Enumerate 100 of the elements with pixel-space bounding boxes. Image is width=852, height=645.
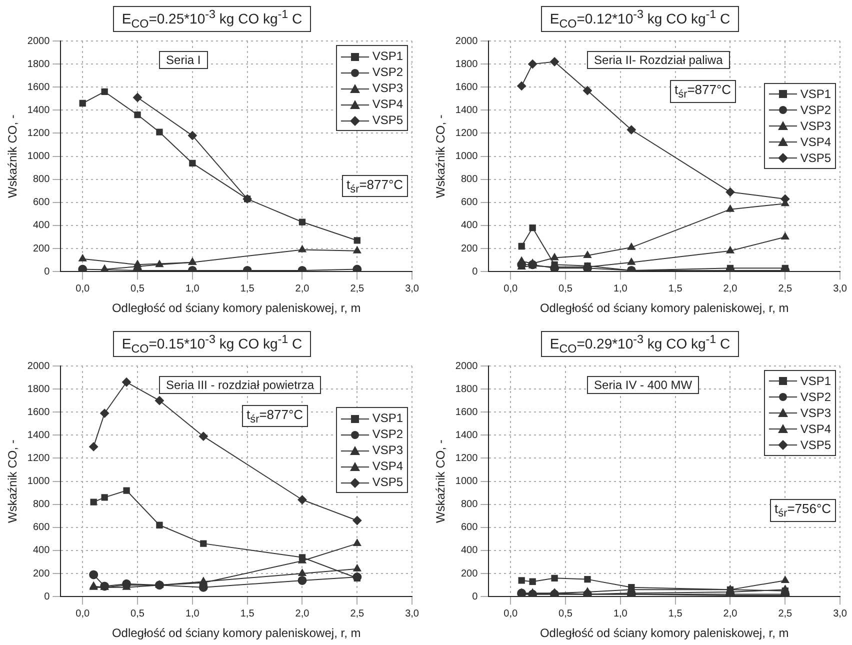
legend-label: VSP5 bbox=[371, 112, 404, 128]
chart-title: E$_{CO}$=0.12*10$^{-3}$ kg CO kg$^{-1}$ C bbox=[540, 6, 740, 32]
x-tick-label: 0,0 bbox=[504, 608, 518, 619]
x-tick-label: 3,0 bbox=[405, 283, 420, 294]
y-tick-label: 800 bbox=[460, 174, 478, 186]
annotation: Seria IV - 400 MW bbox=[587, 376, 700, 394]
x-tick-label: 2,0 bbox=[295, 608, 310, 619]
x-tick-label: 3,0 bbox=[405, 608, 420, 619]
y-tick-label: 1800 bbox=[27, 58, 50, 70]
annotation: Seria II- Rozdział paliwa bbox=[587, 51, 730, 69]
legend-label: VSP1 bbox=[371, 410, 404, 426]
y-tick-label: 1800 bbox=[455, 383, 478, 394]
x-tick-label: 1,5 bbox=[240, 283, 255, 294]
y-tick-label: 0 bbox=[472, 266, 478, 278]
x-tick-label: 0,5 bbox=[130, 283, 145, 294]
x-axis-title: Odległość od ściany komory paleniskowej, r, m bbox=[540, 626, 789, 640]
x-tick-label: 0,5 bbox=[558, 608, 573, 619]
y-tick-label: 2000 bbox=[455, 360, 478, 372]
y-tick-label: 200 bbox=[32, 568, 50, 579]
annotation: t$_{śr}$=877°C bbox=[670, 80, 736, 103]
y-tick-label: 400 bbox=[460, 220, 478, 232]
legend-label: VSP4 bbox=[799, 420, 832, 436]
legend-label: VSP3 bbox=[799, 404, 832, 420]
y-tick-label: 1600 bbox=[27, 406, 50, 418]
legend-label: VSP2 bbox=[371, 426, 404, 442]
y-axis-title: Wskaźnik CO, - bbox=[6, 114, 20, 198]
y-tick-label: 400 bbox=[32, 220, 50, 232]
y-tick-label: 1000 bbox=[27, 151, 50, 162]
y-tick-label: 200 bbox=[32, 243, 50, 254]
x-tick-label: 1,0 bbox=[185, 608, 200, 619]
y-tick-label: 1200 bbox=[27, 128, 50, 139]
y-tick-label: 1400 bbox=[27, 429, 50, 440]
x-tick-label: 3,0 bbox=[833, 608, 848, 619]
x-tick-label: 0,5 bbox=[558, 283, 573, 294]
y-tick-label: 1000 bbox=[455, 476, 478, 487]
x-axis-title: Odległość od ściany komory paleniskowej, r, m bbox=[540, 301, 789, 316]
y-tick-label: 800 bbox=[460, 498, 478, 510]
x-tick-label: 0,0 bbox=[504, 283, 518, 294]
chart-title: E$_{CO}$=0.25*10$^{-3}$ kg CO kg$^{-1}$ C bbox=[112, 6, 312, 32]
y-tick-label: 600 bbox=[32, 522, 50, 533]
y-tick-label: 200 bbox=[460, 568, 478, 579]
y-axis-title: Wskaźnik CO, - bbox=[434, 439, 448, 522]
y-axis-title: Wskaźnik CO, - bbox=[434, 114, 448, 198]
x-tick-label: 2,5 bbox=[350, 608, 365, 619]
legend-label: VSP4 bbox=[371, 96, 404, 112]
y-tick-label: 1800 bbox=[27, 383, 50, 394]
annotation: t$_{śr}$=877°C bbox=[242, 404, 308, 428]
legend-label: VSP2 bbox=[799, 388, 832, 404]
annotation: Seria I bbox=[159, 51, 208, 69]
legend-label: VSP4 bbox=[371, 458, 404, 474]
y-tick-label: 1400 bbox=[455, 104, 478, 116]
y-tick-label: 400 bbox=[460, 544, 478, 556]
x-tick-label: 2,0 bbox=[723, 283, 738, 294]
y-tick-label: 1200 bbox=[455, 128, 478, 139]
y-tick-label: 0 bbox=[44, 266, 50, 278]
y-tick-label: 400 bbox=[32, 544, 50, 556]
legend-label: VSP2 bbox=[371, 64, 404, 80]
y-tick-label: 800 bbox=[32, 174, 50, 186]
legend-label: VSP5 bbox=[371, 474, 404, 490]
legend-label: VSP1 bbox=[371, 48, 404, 64]
x-tick-label: 2,0 bbox=[723, 608, 738, 619]
x-axis-title: Odległość od ściany komory paleniskowej, r, m bbox=[112, 301, 361, 316]
legend-label: VSP1 bbox=[799, 86, 832, 102]
x-tick-label: 1,5 bbox=[240, 608, 255, 619]
y-tick-label: 1400 bbox=[455, 429, 478, 440]
x-tick-label: 2,5 bbox=[778, 283, 793, 294]
y-axis-title: Wskaźnik CO, - bbox=[6, 439, 20, 522]
y-tick-label: 0 bbox=[472, 590, 478, 602]
x-tick-label: 3,0 bbox=[833, 283, 848, 294]
y-tick-label: 1200 bbox=[27, 452, 50, 464]
y-tick-label: 1600 bbox=[455, 82, 478, 93]
y-tick-label: 200 bbox=[460, 243, 478, 254]
y-tick-label: 2000 bbox=[27, 36, 50, 47]
x-tick-label: 2,5 bbox=[778, 608, 793, 619]
x-tick-label: 1,0 bbox=[185, 283, 200, 294]
x-tick-label: 2,0 bbox=[295, 283, 310, 294]
annotation: Seria III - rozdział powietrza bbox=[159, 376, 322, 394]
y-tick-label: 1400 bbox=[27, 104, 50, 116]
x-tick-label: 2,5 bbox=[350, 283, 365, 294]
y-tick-label: 2000 bbox=[27, 360, 50, 372]
x-tick-label: 0,0 bbox=[76, 608, 90, 619]
legend-label: VSP2 bbox=[799, 102, 832, 118]
y-tick-label: 1600 bbox=[455, 406, 478, 418]
legend-label: VSP4 bbox=[799, 134, 832, 150]
y-tick-label: 600 bbox=[32, 197, 50, 208]
x-tick-label: 1,5 bbox=[668, 608, 683, 619]
y-tick-label: 1800 bbox=[455, 58, 478, 70]
chart-title: E$_{CO}$=0.29*10$^{-3}$ kg CO kg$^{-1}$ C bbox=[540, 330, 740, 357]
y-tick-label: 800 bbox=[32, 498, 50, 510]
x-tick-label: 1,5 bbox=[668, 283, 683, 294]
y-tick-label: 600 bbox=[460, 522, 478, 533]
y-tick-label: 1200 bbox=[455, 452, 478, 464]
y-tick-label: 600 bbox=[460, 197, 478, 208]
x-axis-title: Odległość od ściany komory paleniskowej, r, m bbox=[112, 626, 361, 640]
legend-label: VSP1 bbox=[799, 372, 832, 388]
legend-label: VSP5 bbox=[799, 436, 832, 452]
legend-label: VSP3 bbox=[799, 118, 832, 134]
y-tick-label: 1600 bbox=[27, 82, 50, 93]
x-tick-label: 0,5 bbox=[130, 608, 145, 619]
y-tick-label: 2000 bbox=[455, 36, 478, 47]
